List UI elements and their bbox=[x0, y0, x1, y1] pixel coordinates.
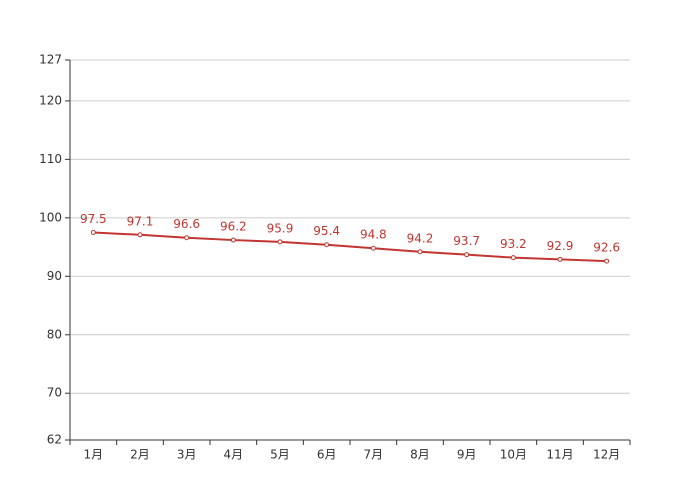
data-label: 92.9 bbox=[547, 239, 574, 253]
point bbox=[277, 239, 283, 245]
data-label: 93.7 bbox=[453, 234, 480, 248]
point bbox=[510, 255, 516, 261]
line bbox=[93, 231, 607, 263]
point bbox=[557, 256, 563, 262]
y-tick-label: 127 bbox=[39, 53, 62, 67]
data-label: 95.9 bbox=[267, 221, 294, 235]
x-tick-label: 6月 bbox=[317, 448, 337, 462]
data-label: 94.2 bbox=[407, 231, 434, 245]
x-tick-label: 12月 bbox=[593, 448, 620, 462]
x-tick-label: 3月 bbox=[177, 448, 197, 462]
x-tick-label: 7月 bbox=[364, 448, 384, 462]
point bbox=[184, 235, 190, 241]
data-label: 92.6 bbox=[593, 241, 620, 255]
x-tick-label: 4月 bbox=[224, 448, 244, 462]
point bbox=[230, 237, 236, 243]
y-tick-label: 100 bbox=[39, 210, 62, 224]
data-label: 95.4 bbox=[313, 224, 340, 238]
data-label: 97.1 bbox=[127, 214, 154, 228]
x-tick-label: 8月 bbox=[410, 448, 430, 462]
x-tick-label: 5月 bbox=[270, 448, 290, 462]
data-label: 96.2 bbox=[220, 220, 247, 234]
x-tick-label: 1月 bbox=[84, 448, 104, 462]
point bbox=[90, 229, 96, 235]
data-label: 96.6 bbox=[173, 217, 200, 231]
point bbox=[417, 249, 423, 255]
x-tick-label: 10月 bbox=[500, 448, 527, 462]
y-tick-label: 90 bbox=[47, 269, 62, 283]
y-tick-label: 80 bbox=[47, 327, 62, 341]
x-tick-label: 2月 bbox=[130, 448, 150, 462]
y-tick-label: 110 bbox=[39, 152, 62, 166]
point bbox=[324, 242, 330, 248]
data-label: 97.5 bbox=[80, 212, 107, 226]
data-label: 94.8 bbox=[360, 228, 387, 242]
x-tick-label: 11月 bbox=[546, 448, 573, 462]
x-tick-label: 9月 bbox=[457, 448, 477, 462]
y-tick-label: 70 bbox=[47, 386, 62, 400]
point bbox=[370, 245, 376, 251]
y-tick-label: 120 bbox=[39, 93, 62, 107]
point bbox=[464, 252, 470, 258]
data-label: 93.2 bbox=[500, 237, 527, 251]
y-tick-label: 62 bbox=[47, 433, 62, 447]
point bbox=[137, 232, 143, 238]
point bbox=[604, 258, 610, 264]
